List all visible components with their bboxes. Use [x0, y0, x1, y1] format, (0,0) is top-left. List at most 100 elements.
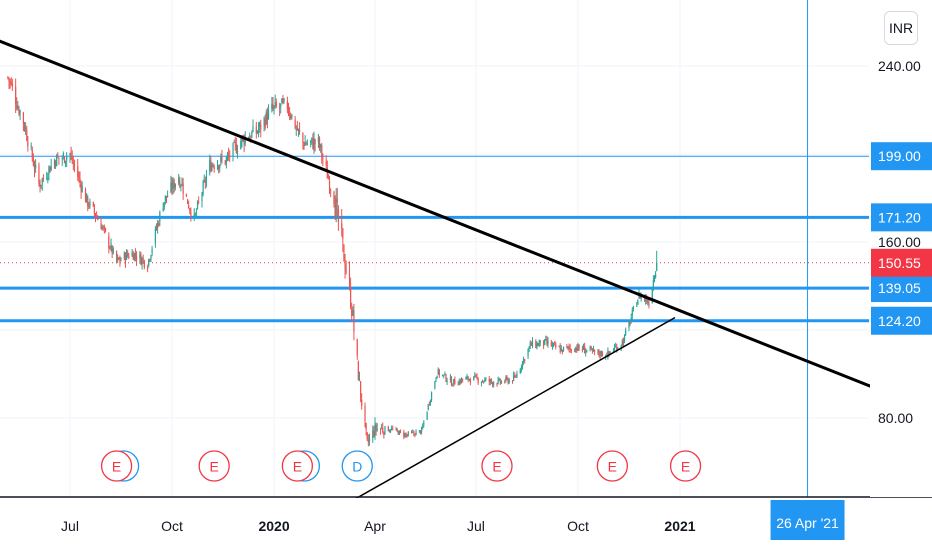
dividend-marker[interactable] — [341, 450, 373, 482]
candle-body — [559, 346, 561, 353]
candle-body — [411, 432, 413, 434]
candle-body — [568, 346, 570, 349]
candle-body — [286, 101, 288, 110]
candle-body — [453, 378, 455, 384]
candle-body — [259, 122, 261, 127]
level-price-tag[interactable] — [871, 203, 932, 232]
candle-body — [102, 226, 104, 228]
candle-body — [531, 340, 534, 346]
currency-button[interactable]: INR — [884, 11, 918, 45]
candle-body — [345, 270, 347, 272]
candle-body — [381, 427, 383, 429]
candle-body — [621, 340, 623, 346]
candle-body — [281, 99, 283, 104]
earnings-marker[interactable] — [596, 450, 628, 482]
candle-body — [257, 128, 260, 132]
horizontal-levels[interactable] — [0, 155, 869, 323]
time-axis[interactable]: Jul Oct 2020 Apr Jul Oct 2021 26 Apr '21 — [0, 496, 932, 550]
earnings-marker[interactable] — [481, 450, 513, 482]
candle-body — [162, 207, 164, 212]
level-price-tag-label: 139.05 — [878, 280, 921, 296]
trendline-support[interactable] — [334, 317, 676, 512]
candle-body — [480, 382, 483, 383]
earnings-marker[interactable] — [669, 450, 702, 482]
candle-body — [201, 194, 203, 202]
candle-body — [488, 379, 490, 382]
candle-body — [226, 154, 229, 157]
candle-body — [467, 377, 469, 380]
candle-body — [173, 182, 175, 189]
candle-body — [527, 349, 529, 357]
candle-body — [294, 119, 296, 129]
trendlines[interactable] — [0, 0, 932, 512]
candle-body — [445, 374, 447, 382]
candle-body — [392, 428, 394, 430]
candle-body — [631, 310, 633, 316]
candle-body — [648, 303, 650, 306]
candle-body — [250, 138, 252, 140]
candle-body — [195, 212, 198, 213]
candle-body — [267, 110, 270, 119]
candle-body — [514, 375, 516, 377]
candle-body — [600, 350, 602, 356]
candle-body — [353, 310, 355, 332]
candle-body — [142, 258, 144, 260]
candle-body — [474, 375, 476, 377]
candle-body — [516, 373, 518, 377]
candle-body — [623, 334, 626, 342]
candle-body — [651, 287, 653, 304]
time-axis-tick-label: Oct — [567, 518, 589, 534]
candle-body — [233, 141, 235, 143]
candle-body — [529, 342, 531, 346]
candle-body — [481, 381, 484, 382]
earnings-marker-label: E — [492, 459, 501, 475]
candle-body — [22, 112, 25, 124]
candle-body — [275, 102, 277, 107]
candle-body — [352, 310, 354, 316]
candle-body — [93, 206, 95, 214]
candle-body — [313, 139, 315, 147]
price-axis-tick-label: 240.00 — [878, 58, 921, 74]
price-axis-background — [870, 0, 932, 497]
level-price-tag[interactable] — [871, 306, 932, 335]
candle-body — [462, 378, 464, 381]
candle-body — [181, 183, 183, 186]
candle-body — [555, 344, 557, 348]
earnings-marker[interactable] — [100, 450, 133, 482]
candle-body — [48, 166, 50, 175]
candle-body — [47, 178, 49, 179]
candle-body — [213, 166, 215, 170]
candle-body — [170, 182, 172, 192]
candle-body — [194, 213, 196, 215]
level-price-tag[interactable] — [871, 142, 932, 171]
candle-body — [46, 178, 48, 180]
candle-body — [27, 141, 29, 147]
candle-body — [9, 81, 11, 83]
candle-body — [528, 346, 530, 350]
candle-body — [252, 126, 254, 132]
candle-body — [109, 247, 111, 249]
level-price-tag[interactable] — [871, 274, 932, 303]
candle-body — [312, 138, 314, 149]
candle-body — [443, 374, 445, 376]
candle-body — [542, 340, 545, 346]
candle-body — [235, 144, 237, 153]
candle-body — [127, 252, 129, 256]
candle-body — [505, 377, 507, 381]
trendline-resistance[interactable] — [0, 0, 932, 413]
time-axis-tick-label: Apr — [364, 518, 386, 534]
price-axis[interactable]: 240.00 160.00 80.00 199.00 171.20 139.05 124.2… — [870, 0, 932, 497]
candle-body — [607, 350, 609, 356]
candle-body — [536, 343, 538, 348]
candle-body — [468, 379, 470, 380]
candle-body — [79, 177, 81, 183]
earnings-marker[interactable] — [198, 450, 230, 482]
candle-body — [498, 379, 500, 381]
crosshair-date-tag — [770, 500, 845, 540]
earnings-marker[interactable] — [281, 450, 314, 482]
candle-body — [592, 349, 595, 350]
candle-body — [507, 379, 509, 384]
level-price-tag-label: 199.00 — [878, 148, 921, 164]
